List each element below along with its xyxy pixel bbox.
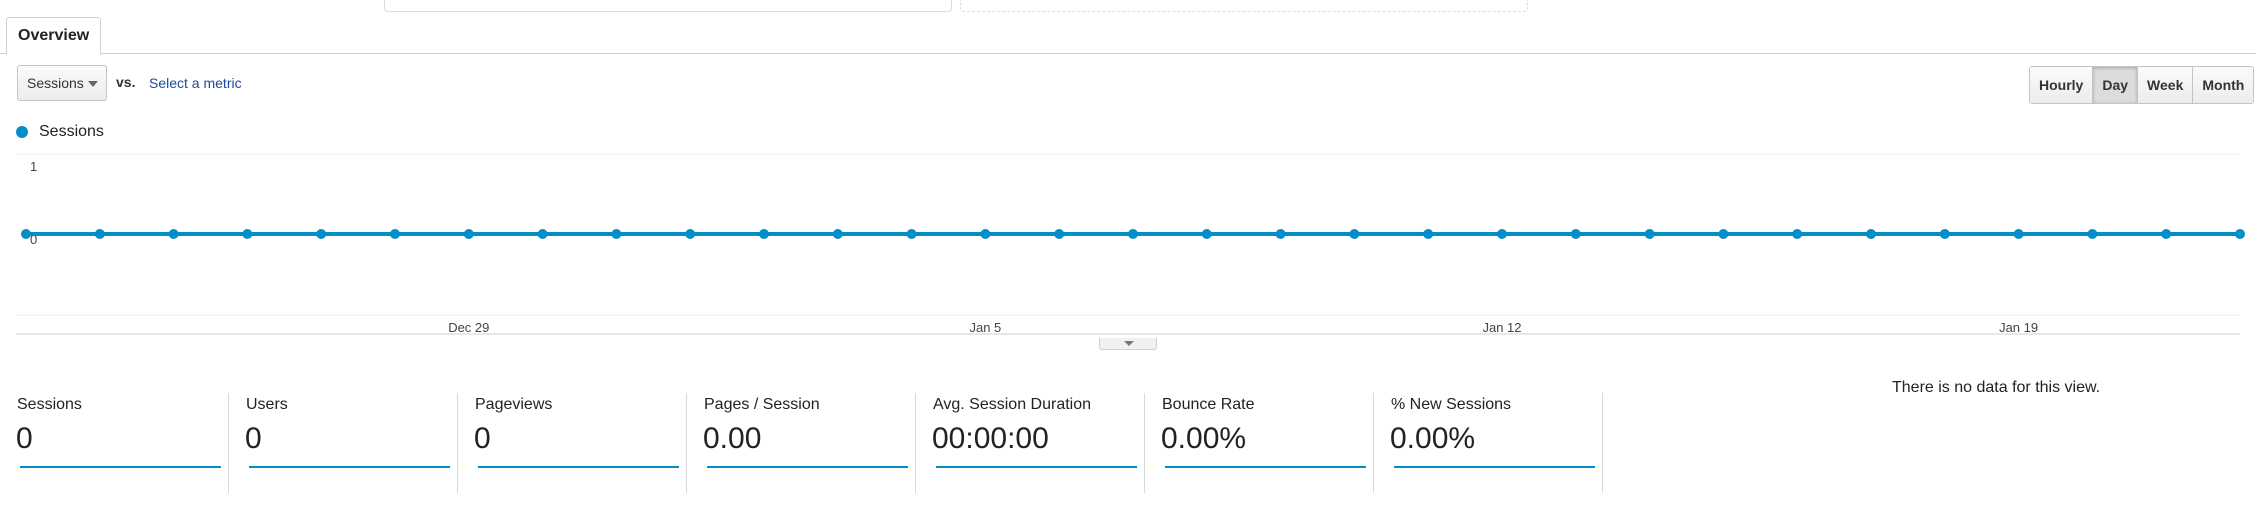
sessions-data-point (463, 229, 474, 239)
sessions-data-point (1275, 229, 1286, 239)
scorecard-label: % New Sessions (1391, 396, 1512, 413)
vs-label: vs. (116, 74, 136, 90)
tab-bar-line (0, 53, 2256, 54)
scorecard-sparkline (707, 466, 908, 468)
metric-select-value: Sessions (27, 75, 84, 91)
top-card-right (960, 0, 1528, 12)
sessions-data-point (1866, 229, 1876, 239)
sessions-data-point (1644, 229, 1655, 239)
scorecard-label: Pages / Session (704, 396, 820, 413)
granularity-toggle: Hourly Day Week Month (2029, 66, 2255, 104)
sessions-data-point (1423, 229, 1434, 239)
no-data-message: There is no data for this view. (1892, 379, 2101, 396)
scorecard-value: 0.00% (1161, 422, 1247, 455)
top-card-left (384, 0, 952, 12)
sessions-data-point (1349, 229, 1360, 239)
sessions-line-chart: 1 0 Dec 29 Jan 5 Jan 12 Jan 19 (16, 153, 2245, 335)
sessions-data-point (1718, 229, 1729, 239)
scorecard-label: Sessions (17, 396, 82, 413)
sessions-data-point (316, 229, 327, 239)
day-button[interactable]: Day (2092, 67, 2138, 103)
sessions-data-point (832, 229, 843, 239)
sessions-data-point (1054, 229, 1065, 239)
scorecard-sparkline (249, 466, 450, 468)
sessions-data-point (2161, 229, 2172, 239)
scorecard-sparkline (1394, 466, 1595, 468)
scorecard-users[interactable]: Users 0 (229, 393, 458, 493)
chart-collapse-handle[interactable] (1099, 338, 1157, 350)
legend-dot-icon (16, 126, 28, 138)
sessions-data-point (2235, 229, 2245, 239)
scorecard-sparkline (1165, 466, 1366, 468)
sessions-data-point (1570, 229, 1581, 239)
scorecard-sparkline (936, 466, 1137, 468)
scorecard-bounce-rate[interactable]: Bounce Rate 0.00% (1145, 393, 1374, 493)
sessions-data-point (1497, 229, 1507, 239)
sessions-data-point (1201, 229, 1212, 239)
sessions-data-point (1128, 229, 1138, 239)
sessions-data-point (2087, 229, 2098, 239)
scorecard-value: 0.00 (703, 422, 762, 455)
scorecard-value: 0 (245, 422, 262, 455)
x-tick-label: Jan 19 (1999, 320, 2038, 335)
scorecard-label: Bounce Rate (1162, 396, 1255, 413)
scorecard-label: Avg. Session Duration (933, 396, 1092, 413)
scorecard-label: Pageviews (475, 396, 553, 413)
week-button[interactable]: Week (2137, 67, 2193, 103)
month-button[interactable]: Month (2192, 67, 2254, 103)
scorecard-new-sessions[interactable]: % New Sessions 0.00% (1374, 393, 1603, 493)
sessions-data-point (685, 229, 696, 239)
scorecard-pages-per-session[interactable]: Pages / Session 0.00 (687, 393, 916, 493)
sessions-data-point (759, 229, 769, 239)
scorecard-pageviews[interactable]: Pageviews 0 (458, 393, 687, 493)
sessions-data-point (906, 229, 917, 239)
scorecard-value: 0 (16, 422, 33, 455)
chevron-down-icon (1124, 341, 1134, 346)
sessions-data-point (1939, 229, 1950, 239)
scorecard-sparkline (20, 466, 221, 468)
scorecard-value: 00:00:00 (932, 422, 1049, 455)
select-metric-link[interactable]: Select a metric (149, 75, 242, 91)
sessions-data-point (242, 229, 253, 239)
sessions-data-point (611, 229, 622, 239)
sessions-data-point (1792, 229, 1803, 239)
x-tick-label: Jan 5 (969, 320, 1001, 335)
legend-label-sessions: Sessions (39, 123, 104, 140)
hourly-button[interactable]: Hourly (2030, 67, 2093, 103)
chevron-down-icon (88, 81, 98, 87)
sessions-data-point (390, 229, 400, 239)
sessions-data-point (21, 229, 31, 239)
sessions-data-point (980, 229, 991, 239)
metric-select-dropdown[interactable]: Sessions (17, 65, 107, 101)
chart-legend: Sessions (16, 122, 104, 142)
scorecard-value: 0.00% (1390, 422, 1476, 455)
sessions-data-point (2013, 229, 2024, 239)
x-tick-label: Dec 29 (448, 320, 489, 335)
scorecard-avg-session-duration[interactable]: Avg. Session Duration 00:00:00 (916, 393, 1145, 493)
x-tick-label: Jan 12 (1482, 320, 1521, 335)
tab-overview[interactable]: Overview (6, 17, 102, 55)
scorecard-value: 0 (474, 422, 491, 455)
sessions-data-point (94, 229, 105, 239)
scorecard-sessions[interactable]: Sessions 0 (0, 393, 229, 493)
sessions-data-point (168, 229, 179, 239)
y-tick-label: 0 (30, 232, 37, 247)
scorecard-sparkline (478, 466, 679, 468)
sessions-data-point (537, 229, 548, 239)
y-tick-label: 1 (30, 159, 37, 174)
scorecard-label: Users (246, 396, 288, 413)
